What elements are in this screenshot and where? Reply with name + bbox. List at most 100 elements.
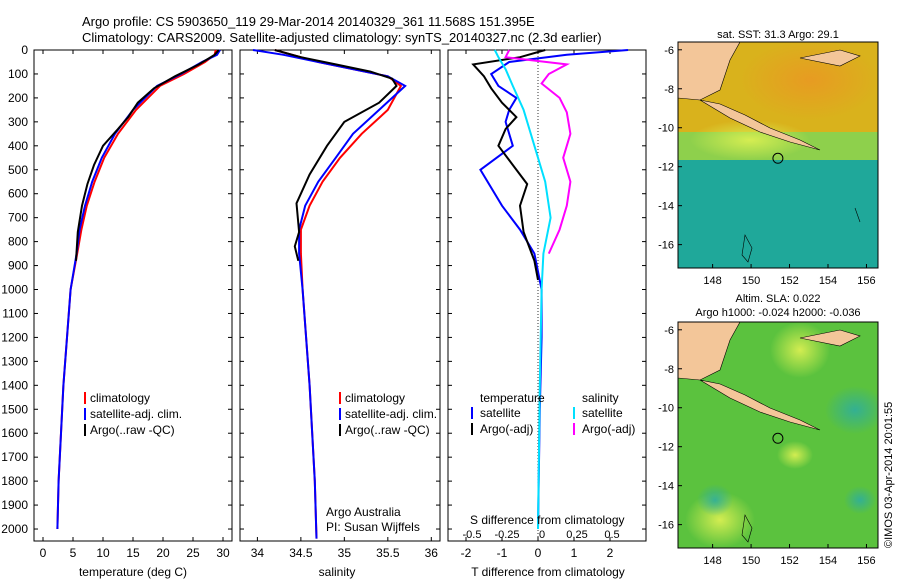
salinity-series-line [252, 49, 407, 539]
sst-map-axes: -6 -8 -10 -12 -14 -16 148 150 152 154 156 [658, 45, 876, 287]
legend-label: Argo(..raw -QC) [345, 423, 430, 437]
difference-series-line [471, 49, 546, 281]
sst-map-lat-label: -8 [664, 84, 674, 96]
argo-position-marker [772, 152, 784, 164]
sst-map-frame [677, 41, 879, 269]
depth-tick-label: 200 [8, 91, 28, 105]
sst-yellow-blob [690, 120, 810, 160]
salinity-x-tick-label: 34 [251, 546, 265, 560]
sla-land-newguinea [678, 322, 741, 381]
sst-land-reef [741, 234, 753, 263]
temperature-panel: 0 5 10 15 20 25 30 [40, 49, 230, 560]
temperature-series-line [56, 49, 217, 530]
depth-tick-label: 1100 [2, 306, 28, 320]
depth-tick-label: 1200 [1, 330, 28, 344]
difference-x-tick-label: 1 [571, 546, 578, 560]
imos-timestamp: ©IMOS 03-Apr-2014 20:01:55 [883, 402, 895, 548]
header-line1: Argo profile: CS 5903650_119 29-Mar-2014… [82, 14, 535, 29]
sla-map-lon-label: 152 [780, 555, 798, 567]
sst-map-lon-label: 152 [780, 275, 798, 287]
difference-series-line [479, 49, 629, 530]
depth-tick-label: 300 [8, 115, 28, 129]
temperature-x-tick-label: 5 [70, 546, 77, 560]
legend-title-temperature: temperature [480, 391, 545, 405]
sst-map-lat-label: -14 [658, 201, 674, 213]
sst-warm-blob [740, 42, 878, 120]
sst-land-reef [854, 207, 861, 223]
temperature-x-tick-label: 25 [186, 546, 200, 560]
legend-label: climatology [90, 391, 150, 405]
s-difference-axis-label: S difference from climatology [470, 513, 625, 527]
depth-tick-label: 1400 [1, 378, 28, 392]
sst-map-lon-label: 156 [857, 275, 875, 287]
sla-map-lat-label: -12 [658, 442, 674, 454]
sla-map [678, 322, 878, 548]
temperature-panel-frame [33, 49, 233, 542]
sla-map-frame [677, 321, 879, 549]
salinity-x-tick-label: 35 [338, 546, 352, 560]
temperature-x-tick-label: 15 [126, 546, 140, 560]
sst-map-lon-label: 154 [819, 275, 837, 287]
depth-axis: 0 100 200 300 400 500 600 700 800 900 1000 1100 1200… [1, 43, 646, 536]
difference-legend: temperature salinity satellite Argo(-adj… [470, 391, 635, 527]
depth-tick-label: 1700 [1, 450, 28, 464]
sst-map-lat-label: -16 [658, 240, 674, 252]
temperature-x-tick-label: 30 [216, 546, 230, 560]
difference-s-tick-label: 0.25 [566, 529, 587, 541]
temperature-legend: climatology satellite-adj. clim. Argo(..… [84, 391, 182, 437]
temperature-series-line [75, 49, 220, 261]
depth-tick-label: 0 [21, 43, 28, 57]
salinity-legend: climatology satellite-adj. clim. Argo(..… [326, 391, 437, 534]
sla-low-blob [825, 386, 878, 434]
depth-tick-label: 600 [8, 187, 28, 201]
salinity-x-tick-label: 34.5 [289, 546, 313, 560]
legend-title-salinity: salinity [582, 391, 619, 405]
salinity-panel: 34 34.5 35 35.5 36 [251, 49, 439, 560]
sla-land-reef [741, 514, 753, 543]
depth-tick-label: 700 [8, 211, 28, 225]
depth-tick-label: 1300 [1, 354, 28, 368]
difference-panel: -2 -1 0 1 2 -0.5 -0.25 0 0.25 0.5 [461, 49, 629, 560]
legend-label: Argo(-adj) [582, 422, 635, 436]
depth-tick-label: 900 [8, 259, 28, 273]
sla-map-lon-label: 150 [742, 555, 760, 567]
depth-tick-label: 400 [8, 139, 28, 153]
temperature-axis-label: temperature (deg C) [79, 565, 187, 579]
sla-map-lat-label: -16 [658, 520, 674, 532]
t-difference-axis-label: T difference from climatology [471, 565, 625, 579]
sst-map-title: sat. SST: 31.3 Argo: 29.1 [717, 29, 839, 41]
sst-map-lat-label: -10 [658, 123, 674, 135]
depth-tick-label: 800 [8, 235, 28, 249]
difference-series-line [504, 49, 572, 255]
depth-tick-label: 1600 [1, 426, 28, 440]
difference-x-tick-label: 0 [535, 546, 542, 560]
depth-tick-label: 1000 [1, 283, 28, 297]
difference-s-tick-label: 0.5 [604, 529, 619, 541]
sst-map-lat-label: -6 [664, 45, 674, 57]
depth-tick-label: 1900 [1, 498, 28, 512]
legend-label: satellite-adj. clim. [345, 407, 437, 421]
sst-land-peninsula [699, 99, 821, 151]
sla-land-island [799, 329, 861, 347]
sla-map-lon-label: 154 [819, 555, 837, 567]
sla-high-blob [770, 322, 830, 378]
salinity-x-tick-label: 36 [425, 546, 439, 560]
salinity-series-line [274, 49, 403, 539]
sla-map-lat-label: -8 [664, 364, 674, 376]
salinity-annotation-line2: PI: Susan Wijffels [326, 520, 420, 534]
sla-map-lat-label: -14 [658, 481, 674, 493]
salinity-panel-frame [239, 49, 441, 542]
sst-land-newguinea [678, 42, 741, 101]
sla-map-lat-label: -6 [664, 325, 674, 337]
sst-map-ocean-south [678, 150, 878, 268]
salinity-axis-label: salinity [319, 565, 356, 579]
sst-map-lat-label: -12 [658, 162, 674, 174]
salinity-x-tick-label: 35.5 [376, 546, 400, 560]
legend-label: satellite [582, 406, 623, 420]
salinity-series-line [274, 49, 398, 262]
sla-low-blob [844, 486, 876, 514]
depth-tick-label: 1500 [1, 402, 28, 416]
sla-map-title-line1: Altim. SLA: 0.022 [736, 293, 821, 305]
sla-map-lon-label: 156 [857, 555, 875, 567]
